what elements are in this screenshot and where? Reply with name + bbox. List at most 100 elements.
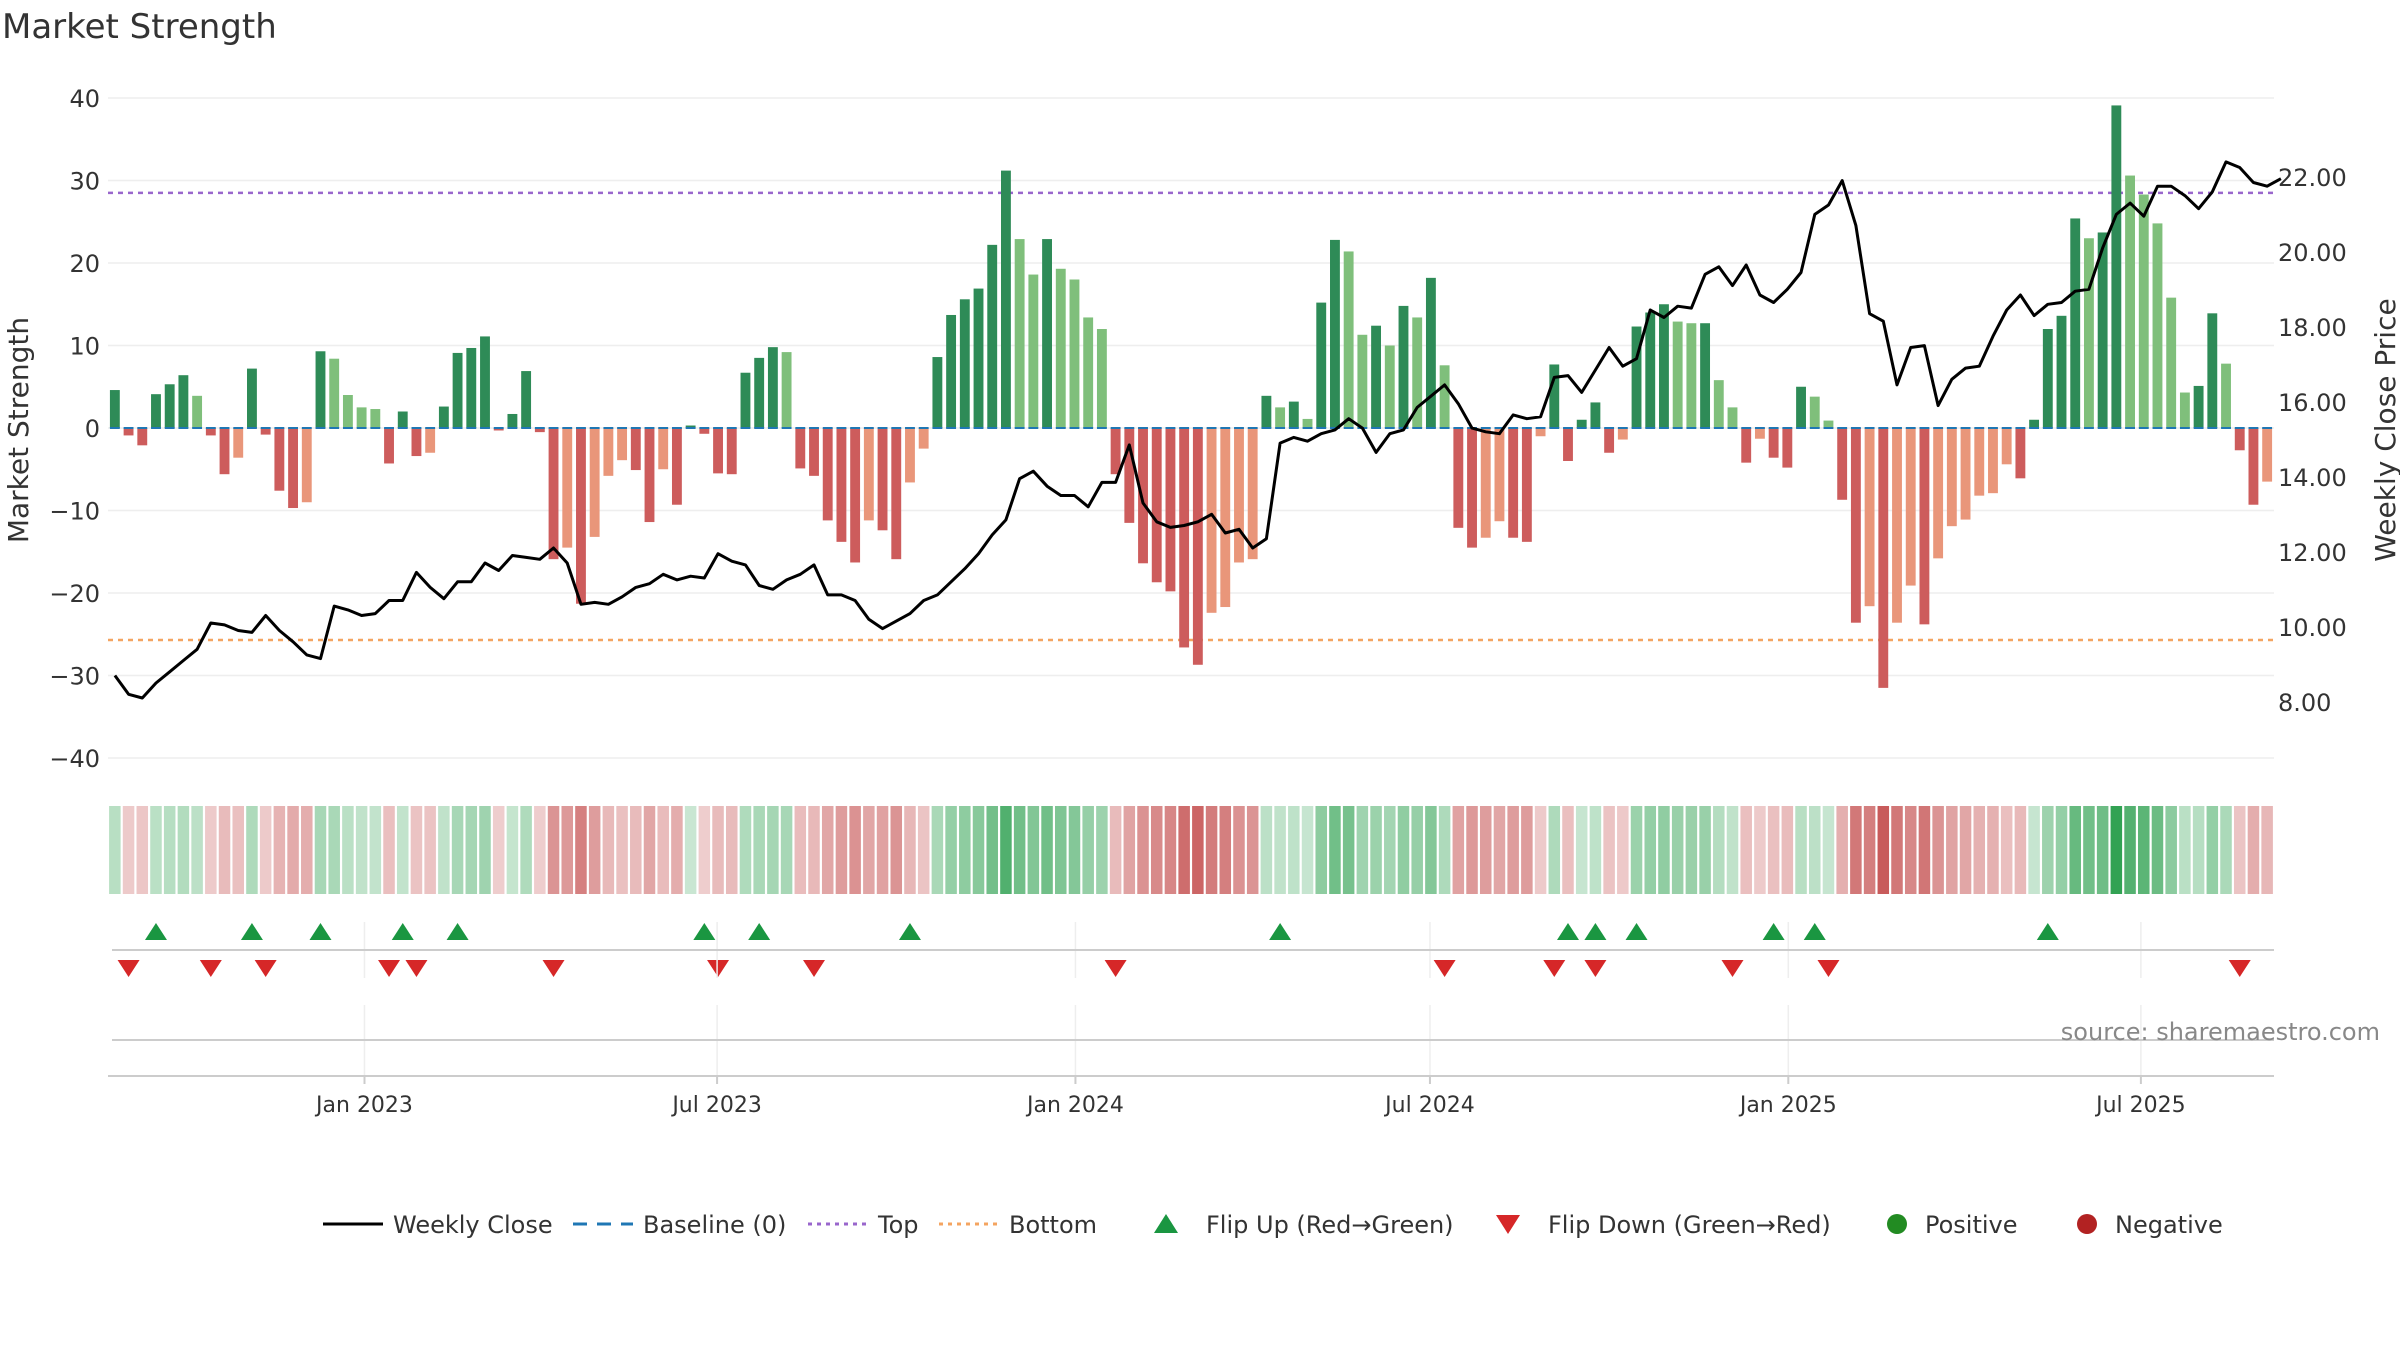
y2-tick-label: 20.00 — [2278, 239, 2347, 267]
strength-bar — [1096, 329, 1107, 428]
strength-bar — [356, 407, 367, 428]
heat-cell — [205, 806, 217, 894]
heat-cell — [301, 806, 313, 894]
heat-cell — [1822, 806, 1835, 894]
heat-cell — [835, 806, 848, 894]
strength-bar — [850, 428, 861, 563]
heat-cell — [1877, 806, 1890, 894]
strength-bar — [2262, 428, 2273, 482]
x-tick-label: Jan 2024 — [1025, 1093, 1124, 1118]
heat-cell — [314, 806, 327, 894]
heat-cell — [547, 806, 560, 894]
heat-cell — [1466, 806, 1478, 894]
heat-cell — [1027, 806, 1040, 894]
strength-bar — [1316, 302, 1327, 428]
heat-cell — [1946, 806, 1958, 894]
strength-bar — [1809, 396, 1820, 428]
heat-cell — [438, 806, 450, 894]
flip-up-marker — [1803, 923, 1826, 940]
strength-bar — [1467, 428, 1477, 548]
strength-bar — [466, 347, 477, 428]
strength-bar — [918, 428, 929, 449]
flip-up-marker — [1556, 923, 1579, 940]
heat-cell — [1260, 806, 1273, 894]
heat-cell — [2233, 806, 2246, 894]
strength-bar — [1549, 364, 1560, 428]
strength-bar — [1412, 317, 1423, 428]
heat-cell — [1589, 806, 1602, 894]
x-tick-label: Jan 2025 — [1738, 1093, 1837, 1118]
right-axis-ticks: 22.00 20.00 18.00 16.00 14.00 12.00 10.00 8.00 — [2278, 164, 2347, 717]
strength-bar — [438, 406, 449, 428]
strength-bar — [342, 395, 353, 428]
strength-bar — [1343, 251, 1354, 428]
heat-cell — [2000, 806, 2013, 894]
strength-bar — [2179, 392, 2190, 428]
heat-cell — [904, 806, 916, 894]
heat-cell — [2206, 806, 2219, 894]
strength-bar — [987, 244, 998, 428]
strength-bar — [164, 384, 175, 428]
strength-bar — [630, 428, 641, 471]
legend-item: Bottom — [939, 1211, 1097, 1239]
strength-bar — [178, 375, 189, 428]
heat-cell — [1904, 806, 1917, 894]
flip-up-marker — [1625, 923, 1648, 940]
heat-cell — [163, 806, 176, 894]
strength-bar — [425, 428, 436, 453]
heat-cell — [1644, 806, 1657, 894]
strength-bar — [1439, 365, 1450, 428]
strength-bar — [1741, 428, 1752, 463]
flip-down-marker — [1721, 960, 1744, 977]
heat-cell — [2042, 806, 2054, 894]
y2-tick-label: 10.00 — [2278, 614, 2347, 642]
x-tick-label: Jul 2024 — [1383, 1093, 1475, 1118]
strength-bar — [1275, 407, 1286, 428]
heat-cell — [1562, 806, 1574, 894]
legend-label: Weekly Close — [393, 1211, 553, 1239]
strength-bar — [877, 428, 888, 531]
heat-cell — [1685, 806, 1698, 894]
legend-label: Flip Up (Red→Green) — [1206, 1211, 1454, 1239]
heat-cell — [506, 806, 519, 894]
x-tick-label: Jan 2023 — [314, 1093, 413, 1118]
strength-bar — [767, 347, 778, 428]
left-axis-ticks: 40 30 20 10 0 −10 −20 −30 −40 — [49, 85, 100, 773]
flip-down-marker — [1543, 960, 1566, 977]
strength-bar — [562, 428, 573, 548]
heat-cell — [1863, 806, 1876, 894]
heat-cell — [1836, 806, 1848, 894]
heat-cell — [2261, 806, 2273, 894]
heat-cell — [1246, 806, 1259, 894]
flip-up-marker — [1762, 923, 1785, 940]
strength-bar — [1864, 428, 1875, 607]
strength-bar — [2221, 363, 2231, 428]
heat-cell — [479, 806, 491, 894]
heat-cell — [2179, 806, 2191, 894]
strength-bar — [822, 428, 833, 521]
heat-cell — [1096, 806, 1108, 894]
heat-cell — [534, 806, 546, 894]
heat-cell — [342, 806, 354, 894]
heat-cell — [136, 806, 149, 894]
heat-cell — [1548, 806, 1561, 894]
legend-item: Flip Down (Green→Red) — [1496, 1211, 1831, 1239]
strength-bar — [1055, 268, 1066, 428]
flip-down-marker — [378, 960, 401, 977]
strength-bar — [1700, 323, 1711, 428]
heat-cell — [355, 806, 368, 894]
strength-bar — [1659, 304, 1669, 428]
y2-tick-label: 8.00 — [2278, 689, 2331, 717]
heat-cell — [1891, 806, 1903, 894]
strength-bar — [1398, 305, 1409, 428]
y2-tick-label: 14.00 — [2278, 464, 2347, 492]
strength-bar — [1453, 428, 1464, 528]
strength-bar — [1192, 428, 1203, 665]
legend-item: Positive — [1887, 1211, 2018, 1239]
heat-cell — [863, 806, 875, 894]
strength-bar — [2138, 194, 2149, 428]
strength-bar — [1179, 428, 1190, 648]
strength-bar — [1960, 428, 1971, 520]
heat-cell — [2138, 806, 2150, 894]
heat-cell — [1082, 806, 1094, 894]
